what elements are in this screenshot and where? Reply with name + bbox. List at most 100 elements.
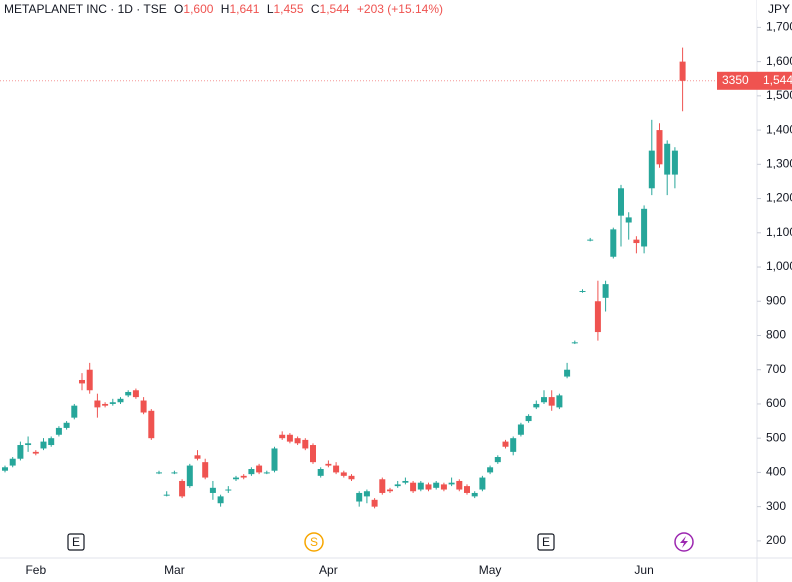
candle-body (271, 448, 278, 471)
candle-body (618, 188, 624, 216)
candle-body (394, 484, 401, 487)
candle-body (340, 472, 347, 476)
candle-body (310, 445, 316, 463)
candle-body (525, 415, 532, 422)
symbol: METAPLANET INC · 1D · TSE (4, 2, 167, 16)
candle-body (148, 410, 155, 439)
event-marker (304, 532, 324, 552)
candle-body (94, 400, 101, 408)
candle-body (510, 438, 517, 452)
candle-body (356, 492, 363, 502)
candle-body (587, 239, 594, 241)
y-tick-label: 500 (766, 430, 786, 444)
candle-body (32, 451, 39, 454)
candle-body (240, 475, 247, 478)
y-tick-label: 1,700 (766, 20, 792, 34)
candle-body (456, 480, 463, 490)
h-value: 1,641 (229, 2, 259, 16)
candle-body (479, 477, 486, 490)
x-tick-label: May (479, 563, 502, 577)
y-tick-label: 600 (766, 396, 786, 410)
candle-body (55, 427, 62, 435)
c-value: 1,544 (320, 2, 350, 16)
candle-body (656, 130, 663, 165)
last-price-label: 1,544 (763, 73, 792, 87)
candle-body (564, 369, 571, 377)
candle-body (641, 208, 648, 247)
o-value: 1,600 (183, 2, 213, 16)
candle-body (2, 467, 8, 471)
y-tick-label: 900 (766, 293, 786, 307)
candle-body (186, 465, 193, 487)
candle-body (387, 489, 393, 492)
x-tick-label: Apr (319, 563, 338, 577)
candle-body (156, 472, 162, 474)
candle-body (371, 499, 378, 507)
y-tick-label: 1,200 (766, 191, 792, 205)
candle-body (132, 390, 139, 398)
candle-body (25, 443, 32, 446)
candle-body (410, 482, 417, 492)
candle-body (594, 301, 601, 333)
countdown: 3350 (722, 73, 749, 87)
candle-body (579, 290, 586, 292)
candle-body (125, 391, 132, 396)
x-tick-label: Feb (25, 563, 46, 577)
candle-body (317, 468, 324, 476)
candle-body (286, 434, 293, 442)
y-tick-label: 1,400 (766, 122, 792, 136)
change: +203 (+15.14%) (357, 2, 443, 16)
candle-body (17, 445, 24, 459)
candle-body (279, 434, 286, 439)
candle-body (217, 496, 224, 504)
candle-body (48, 438, 55, 446)
candle-body (517, 424, 524, 435)
candle-body (648, 150, 655, 189)
event-label: E (542, 535, 550, 549)
y-tick-label: 1,000 (766, 259, 792, 273)
y-tick-label: 300 (766, 499, 786, 513)
candle-body (633, 239, 640, 244)
l-value: 1,455 (274, 2, 304, 16)
candle-body (679, 61, 686, 81)
candle-body (325, 463, 332, 466)
candle-body (256, 465, 263, 473)
candle-body (664, 143, 671, 175)
event-label: E (72, 535, 80, 549)
candle-body (471, 492, 478, 497)
candle-body (109, 402, 116, 404)
candle-body (194, 455, 201, 459)
candle-body (556, 395, 563, 408)
y-tick-label: 1,300 (766, 156, 792, 170)
candle-body (464, 486, 470, 493)
candle-body (610, 229, 617, 257)
l-key: L (267, 2, 274, 16)
y-tick-label: 1,500 (766, 88, 792, 102)
candle-body (294, 438, 301, 444)
h-key: H (221, 2, 230, 16)
candle-body (248, 468, 255, 475)
candle-body (233, 477, 239, 480)
candle-body (448, 482, 455, 485)
x-tick-label: Mar (164, 563, 185, 577)
y-tick-label: 800 (766, 328, 786, 342)
candle-body (548, 397, 555, 406)
candle-body (348, 475, 355, 480)
candle-body (625, 217, 632, 223)
header: METAPLANET INC · 1D · TSE O1,600 H1,641 … (4, 2, 443, 16)
event-marker (537, 533, 555, 551)
event-label: S (310, 535, 318, 549)
candle-body (433, 482, 440, 488)
candle-body (363, 491, 370, 497)
candle-body (333, 465, 340, 473)
currency: JPY (768, 2, 790, 16)
candle-body (533, 403, 540, 408)
candle-body (40, 441, 47, 449)
header-bg (0, 0, 470, 20)
candle-body (402, 480, 409, 483)
plot-area (0, 47, 757, 509)
candle-body (179, 480, 186, 497)
event-marker (67, 533, 85, 551)
candle-body (163, 494, 170, 496)
